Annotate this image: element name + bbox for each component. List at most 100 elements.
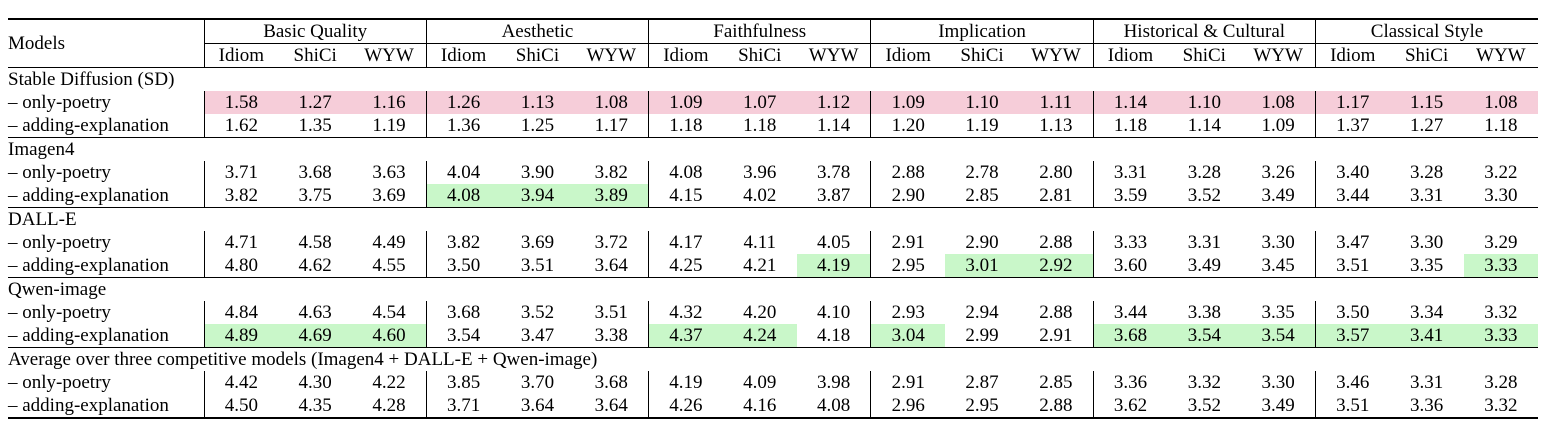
- score-cell: 2.91: [1039, 324, 1073, 346]
- score-cell: 3.31: [1092, 161, 1168, 184]
- score-cell: 3.04: [870, 324, 945, 348]
- score-cell: 3.28: [1409, 161, 1444, 183]
- score-cell: 4.16: [722, 394, 797, 419]
- score-cell: 3.31: [1409, 371, 1444, 393]
- score-cell: 1.08: [1241, 91, 1316, 114]
- group-header-aesthetic: Aesthetic: [425, 18, 649, 44]
- score-cell: 1.25: [520, 114, 555, 136]
- score-cell: 3.59: [1092, 184, 1168, 208]
- score-cell: 4.02: [743, 184, 777, 206]
- score-cell: 3.44: [1314, 184, 1390, 208]
- score-cell: 3.49: [1187, 254, 1221, 276]
- score-cell: 4.22: [372, 371, 406, 393]
- score-cell: 3.82: [594, 161, 628, 183]
- score-cell: 3.38: [1187, 301, 1221, 323]
- table-row: – adding-explanation 4.50 4.35 4.28 3.71 3.64…: [8, 394, 1538, 419]
- score-cell: 2.85: [1039, 371, 1073, 393]
- subcolumn-header-shici: ShiCi: [293, 44, 337, 66]
- score-cell: 3.94: [500, 184, 575, 208]
- score-cell: 3.30: [1261, 371, 1295, 393]
- score-cell: 4.50: [203, 394, 279, 419]
- table-row: – adding-explanation 3.82 3.75 3.69 4.08 3.94…: [8, 184, 1538, 208]
- group-header-historical-cultural: Historical & Cultural: [1092, 18, 1316, 44]
- score-cell: 3.31: [1187, 231, 1221, 253]
- score-cell: 1.09: [870, 91, 945, 114]
- score-cell: 1.15: [1389, 91, 1464, 114]
- score-cell: 3.35: [1261, 301, 1295, 323]
- table-row: – only-poetry 4.71 4.58 4.49 3.82 3.69 3.72 4.1…: [8, 231, 1538, 254]
- score-cell: 4.24: [722, 324, 797, 348]
- score-cell: 3.75: [298, 184, 332, 206]
- score-cell: 2.85: [965, 184, 999, 206]
- score-cell: 2.81: [1039, 184, 1073, 206]
- score-cell: 1.27: [278, 91, 353, 114]
- subcolumn-header-shici: ShiCi: [738, 44, 782, 66]
- score-cell: 4.04: [425, 161, 501, 184]
- score-cell: 2.95: [944, 394, 1020, 419]
- score-cell: 4.60: [352, 324, 427, 348]
- score-cell: 1.37: [1314, 114, 1390, 138]
- score-cell: 2.92: [1019, 254, 1094, 278]
- score-cell: 3.49: [1241, 394, 1316, 419]
- score-cell: 1.10: [944, 91, 1020, 114]
- score-cell: 3.72: [594, 231, 628, 253]
- score-cell: 1.09: [1261, 114, 1295, 136]
- score-cell: 3.38: [594, 324, 628, 346]
- score-cell: 3.68: [298, 161, 332, 183]
- score-cell: 4.62: [298, 254, 332, 276]
- table-row: – only-poetry 4.84 4.63 4.54 3.68 3.52 3.51 4.3…: [8, 301, 1538, 324]
- score-cell: 1.13: [1039, 114, 1073, 136]
- models-header: Models: [8, 18, 205, 68]
- score-cell: 3.98: [816, 371, 851, 393]
- score-cell: 3.69: [520, 231, 555, 253]
- score-cell: 3.68: [425, 301, 501, 324]
- score-cell: 2.78: [965, 161, 999, 183]
- table-row: – only-poetry 3.71 3.68 3.63 4.04 3.90 3.82 4.0…: [8, 161, 1538, 184]
- score-cell: 4.69: [278, 324, 353, 348]
- score-cell: 4.54: [372, 301, 406, 323]
- score-cell: 1.11: [1019, 91, 1094, 114]
- subcolumn-header-wyw: WYW: [586, 44, 637, 66]
- subcolumn-header-wyw: WYW: [1253, 44, 1303, 66]
- score-cell: 1.18: [743, 114, 777, 136]
- score-cell: 3.89: [574, 184, 649, 208]
- group-header-faithfulness: Faithfulness: [648, 18, 871, 44]
- group-header-classical-style: Classical Style: [1314, 18, 1538, 44]
- header-subcolumn-row: Idiom ShiCi WYW Idiom ShiCi WYW Idiom ShiCi WYW I…: [8, 43, 1538, 68]
- score-cell: 3.41: [1389, 324, 1464, 348]
- score-cell: 3.51: [1314, 254, 1390, 278]
- score-cell: 3.64: [500, 394, 575, 419]
- section-title: Stable Diffusion (SD): [8, 67, 1538, 91]
- table-row: – only-poetry 4.42 4.30 4.22 3.85 3.70 3.68 4.1…: [8, 371, 1538, 394]
- score-cell: 2.87: [965, 371, 999, 393]
- section-header-row: Qwen-image: [8, 277, 1538, 301]
- score-cell: 3.52: [1187, 184, 1221, 206]
- score-cell: 3.40: [1314, 161, 1390, 184]
- score-cell: 3.57: [1314, 324, 1390, 348]
- score-cell: 2.95: [870, 254, 945, 278]
- subcolumn-header-idiom: Idiom: [1314, 43, 1390, 68]
- section-header-row: Stable Diffusion (SD): [8, 67, 1538, 91]
- score-cell: 3.51: [594, 301, 628, 323]
- table-row: – adding-explanation 4.89 4.69 4.60 3.54 3.47…: [8, 324, 1538, 348]
- score-cell: 3.33: [1092, 231, 1168, 254]
- row-label: – adding-explanation: [8, 394, 205, 419]
- score-cell: 1.14: [1187, 114, 1221, 136]
- score-cell: 3.62: [1092, 394, 1168, 419]
- score-cell: 2.90: [965, 231, 999, 253]
- score-cell: 4.71: [203, 231, 279, 254]
- score-cell: 1.10: [1167, 91, 1242, 114]
- subcolumn-header-shici: ShiCi: [960, 44, 1004, 66]
- score-cell: 3.54: [425, 324, 501, 348]
- section-header-row: DALL-E: [8, 207, 1538, 231]
- row-label: – adding-explanation: [8, 114, 169, 136]
- score-cell: 3.85: [425, 371, 501, 394]
- score-cell: 4.17: [648, 231, 723, 254]
- row-label: – only-poetry: [8, 301, 111, 323]
- header-group-row: Models Basic Quality Aesthetic Faithfuln…: [8, 18, 1538, 68]
- score-cell: 3.28: [1484, 371, 1518, 393]
- score-cell: 2.91: [870, 231, 945, 254]
- score-cell: 4.10: [816, 301, 851, 323]
- score-cell: 1.19: [965, 114, 999, 136]
- group-header-basic-quality: Basic Quality: [203, 18, 427, 44]
